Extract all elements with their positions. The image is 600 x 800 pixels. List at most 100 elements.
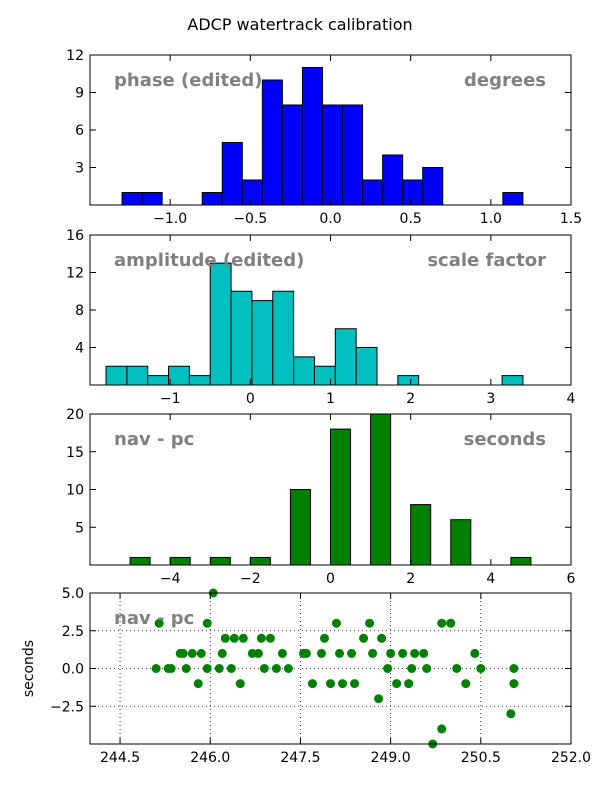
x-tick-label: 0 <box>326 571 335 587</box>
scatter-point <box>398 648 408 658</box>
scatter-point <box>217 648 227 658</box>
scatter-point <box>154 618 164 628</box>
histogram-bar <box>370 413 392 566</box>
x-tick-label: 1 <box>326 391 335 407</box>
histogram-bar <box>272 290 295 386</box>
x-tick-label: 249.0 <box>371 750 411 766</box>
scatter-point <box>407 664 417 673</box>
y-tick-label: 16 <box>66 228 84 244</box>
scatter-point <box>193 679 203 689</box>
histogram-bar <box>355 347 378 386</box>
histogram-bar <box>281 104 303 206</box>
scatter-point <box>316 648 326 658</box>
x-tick-label: 252.0 <box>551 750 591 766</box>
scatter-point <box>166 664 176 673</box>
annotation-left: amplitude (edited) <box>114 250 304 271</box>
histogram-bar <box>382 154 404 206</box>
scatter-point <box>253 648 263 658</box>
histogram-bar <box>410 504 432 566</box>
y-tick-label: 4 <box>75 341 84 357</box>
scatter-point <box>277 648 287 658</box>
x-tick-label: −1 <box>160 391 181 407</box>
y-tick-label: 15 <box>66 445 84 461</box>
scatter-point <box>202 664 212 673</box>
x-tick-label: −4 <box>160 571 181 587</box>
y-axis-label: seconds <box>21 640 37 697</box>
histogram-bar <box>126 365 149 386</box>
x-tick-label: −2 <box>240 571 261 587</box>
scatter-point <box>178 648 188 658</box>
scatter-point <box>437 724 447 734</box>
histogram-bar <box>502 192 524 206</box>
annotation-right: seconds <box>464 429 546 450</box>
scatter-point <box>446 618 456 628</box>
histogram-bar <box>289 489 311 566</box>
histogram-bar <box>510 556 532 566</box>
scatter-point <box>404 679 414 689</box>
histogram-bar <box>241 179 263 206</box>
histogram-bar <box>169 556 191 566</box>
chart-panel-3: −4 −2 0 2 4 6 5 10 15 20 nav - pc seconds <box>66 407 575 587</box>
scatter-point <box>202 618 212 628</box>
scatter-point <box>422 664 432 673</box>
histogram-bar <box>141 192 163 206</box>
scatter-point <box>386 648 396 658</box>
scatter-point <box>196 648 206 658</box>
y-tick-label: 20 <box>66 407 84 423</box>
scatter-point <box>392 679 402 689</box>
histogram-bar <box>251 300 274 386</box>
scatter-point <box>271 664 281 673</box>
x-tick-label: 4 <box>486 571 495 587</box>
y-tick-label: 12 <box>66 266 84 282</box>
scatter-point <box>265 633 275 643</box>
histogram-bar <box>313 365 336 386</box>
scatter-point <box>509 679 519 689</box>
y-tick-label: 8 <box>75 303 84 319</box>
x-tick-label: 1.5 <box>560 211 582 227</box>
x-tick-label: 244.5 <box>100 750 140 766</box>
histogram-bar <box>334 328 357 386</box>
y-tick-label: 12 <box>66 48 84 64</box>
histogram-bar <box>301 67 323 206</box>
chart-panel-4: 244.5 246.0 247.5 249.0 250.5 252.0 −2.5 0.0 2.5… <box>21 586 591 766</box>
scatter-point <box>347 648 357 658</box>
y-tick-label: 2.5 <box>62 624 84 640</box>
x-tick-label: 0.5 <box>400 211 422 227</box>
scatter-point <box>437 618 447 628</box>
annotation-right: scale factor <box>427 250 546 271</box>
scatter-point <box>506 709 516 719</box>
annotation-left: nav - pc <box>114 429 194 450</box>
histogram-bar <box>147 375 170 386</box>
histogram-bar <box>293 356 315 386</box>
y-tick-label: 9 <box>75 86 84 102</box>
y-tick-label: 0.0 <box>62 662 84 678</box>
x-tick-label: 246.0 <box>190 750 230 766</box>
scatter-point <box>229 633 239 643</box>
histogram-bar <box>321 104 344 206</box>
scatter-point <box>383 664 393 673</box>
histogram-bar <box>129 556 151 566</box>
scatter-point <box>181 664 191 673</box>
scatter-point <box>301 648 311 658</box>
annotation-right: degrees <box>464 70 546 91</box>
x-tick-label: 247.5 <box>280 750 320 766</box>
histogram-bar <box>230 290 253 386</box>
annotation-left: nav - pc <box>114 608 194 629</box>
histogram-bar <box>209 262 232 386</box>
histogram-bar <box>450 519 472 566</box>
scatter-point <box>509 664 519 673</box>
histogram-bar <box>330 428 352 566</box>
y-tick-label: 5.0 <box>62 586 84 602</box>
scatter-point <box>350 679 360 689</box>
scatter-point <box>238 633 248 643</box>
y-tick-label: 5 <box>75 520 84 536</box>
scatter-point <box>187 648 197 658</box>
scatter-point <box>283 664 293 673</box>
x-tick-label: 2 <box>406 571 415 587</box>
scatter-point <box>332 618 342 628</box>
scatter-point <box>359 633 369 643</box>
scatter-point <box>368 648 378 658</box>
scatter-point <box>461 679 471 689</box>
x-tick-label: 250.5 <box>461 750 501 766</box>
